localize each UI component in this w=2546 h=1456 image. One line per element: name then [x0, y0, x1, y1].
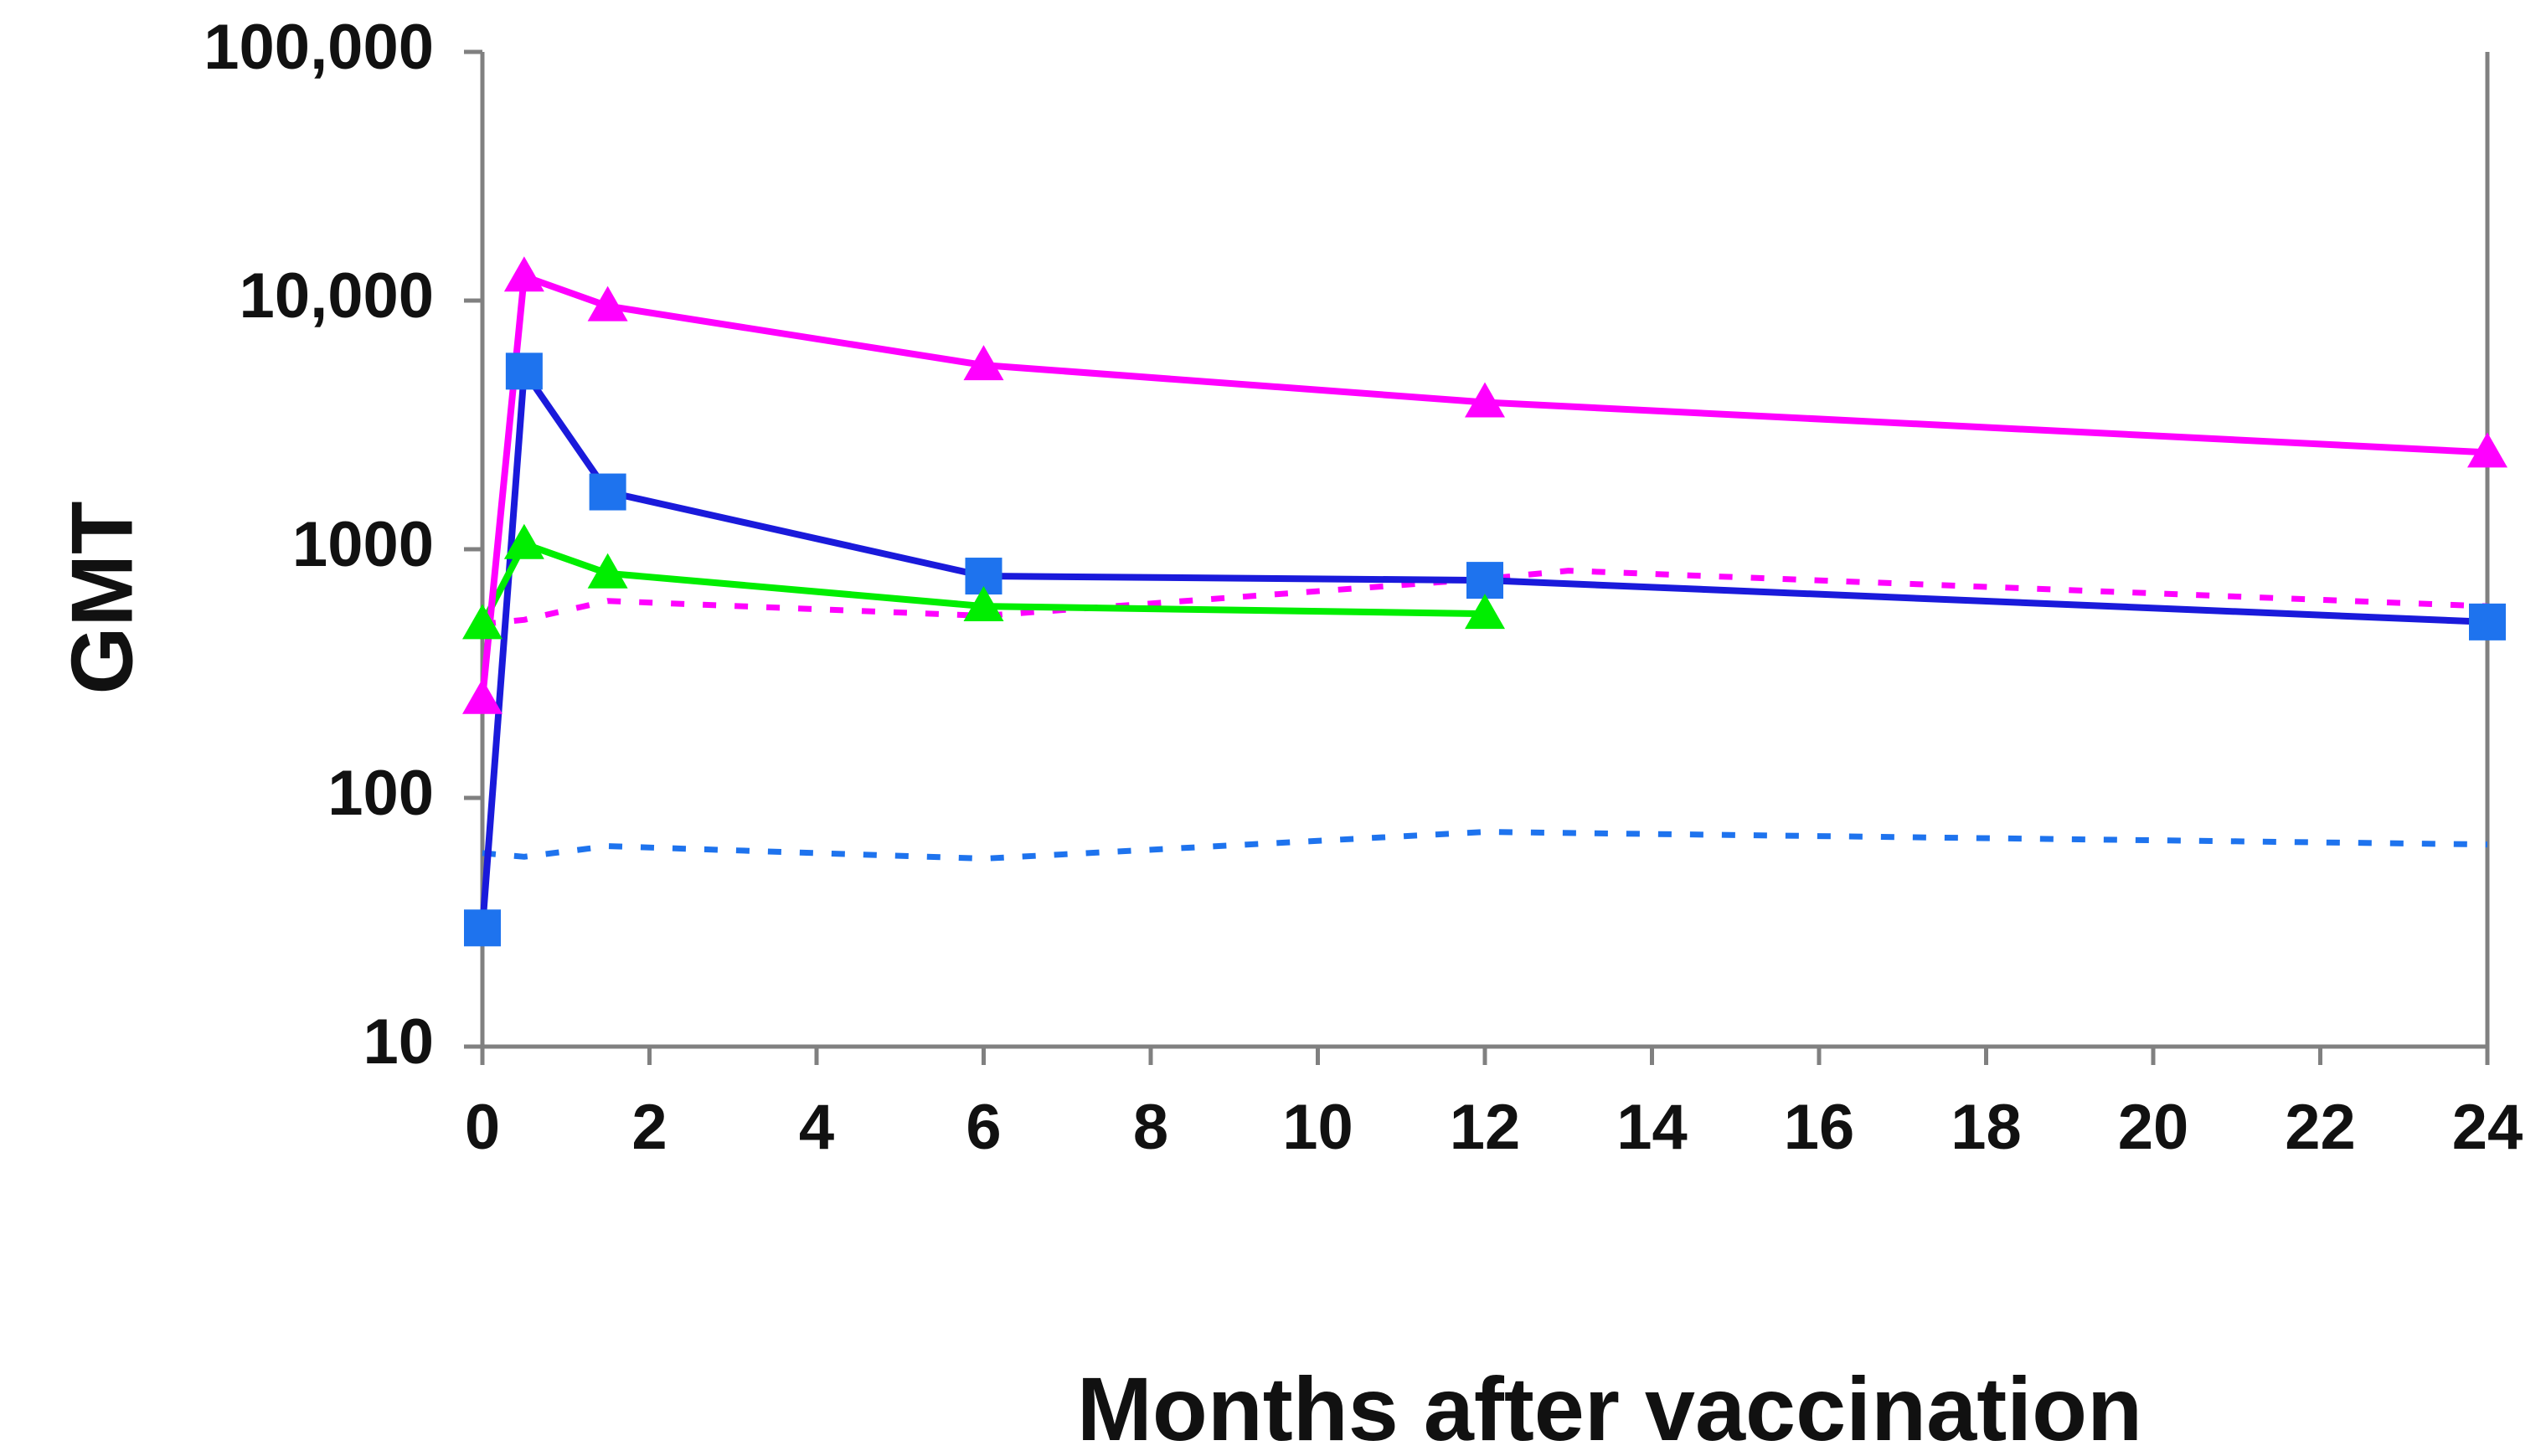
plot-frame	[480, 52, 2490, 1049]
x-tick-label: 10	[1282, 1092, 1353, 1163]
x-tick-label: 14	[1616, 1092, 1688, 1163]
data-point-magenta-triangle	[963, 345, 1004, 381]
x-tick-label: 18	[1951, 1092, 2022, 1163]
series-line-blue-square	[479, 368, 2488, 929]
y-axis-title: GMT	[54, 501, 151, 694]
x-tick-label: 20	[2118, 1092, 2189, 1163]
x-tick-label: 24	[2452, 1092, 2523, 1163]
series-line-blue-dotted	[482, 829, 2488, 862]
x-axis-title: Months after vaccination	[1077, 1358, 2142, 1456]
data-point-blue-square	[464, 909, 501, 947]
x-tick-label: 12	[1450, 1092, 1521, 1163]
data-point-magenta-triangle	[503, 256, 544, 292]
data-point-green-triangle	[503, 523, 544, 559]
x-tick-label: 16	[1784, 1092, 1855, 1163]
x-axis-ticks: 0 2 4 6 8 10 12 14 16 18 20 22 24	[465, 1047, 2523, 1163]
x-tick-label: 0	[465, 1092, 500, 1163]
series-line-magenta-triangle	[479, 273, 2488, 700]
data-point-blue-square	[1466, 562, 1503, 599]
x-tick-label: 8	[1133, 1092, 1168, 1163]
y-tick-label: 100,000	[204, 12, 434, 83]
data-point-magenta-triangle	[1465, 382, 1505, 418]
data-point-blue-square	[589, 473, 626, 511]
y-tick-label: 100	[327, 758, 434, 829]
data-point-blue-square	[505, 352, 543, 390]
data-point-green-triangle	[1465, 594, 1505, 630]
data-point-green-triangle	[587, 553, 628, 589]
data-point-blue-square	[2469, 603, 2506, 641]
y-tick-label: 10,000	[240, 260, 434, 332]
x-tick-label: 4	[799, 1092, 834, 1163]
x-tick-label: 6	[966, 1092, 1001, 1163]
data-point-green-triangle	[462, 604, 502, 640]
series-markers	[462, 256, 2507, 947]
series-line-magenta-dotted	[482, 568, 2488, 627]
y-tick-label: 10	[363, 1006, 434, 1078]
x-tick-label: 2	[631, 1092, 667, 1163]
data-point-magenta-triangle	[2467, 432, 2507, 468]
data-point-green-triangle	[963, 586, 1004, 622]
y-tick-label: 1000	[292, 509, 434, 580]
data-point-magenta-triangle	[587, 286, 628, 322]
data-point-magenta-triangle	[462, 678, 502, 714]
y-axis-ticks: 10 100 1000 10,000 100,000	[204, 12, 482, 1078]
x-tick-label: 22	[2285, 1092, 2356, 1163]
